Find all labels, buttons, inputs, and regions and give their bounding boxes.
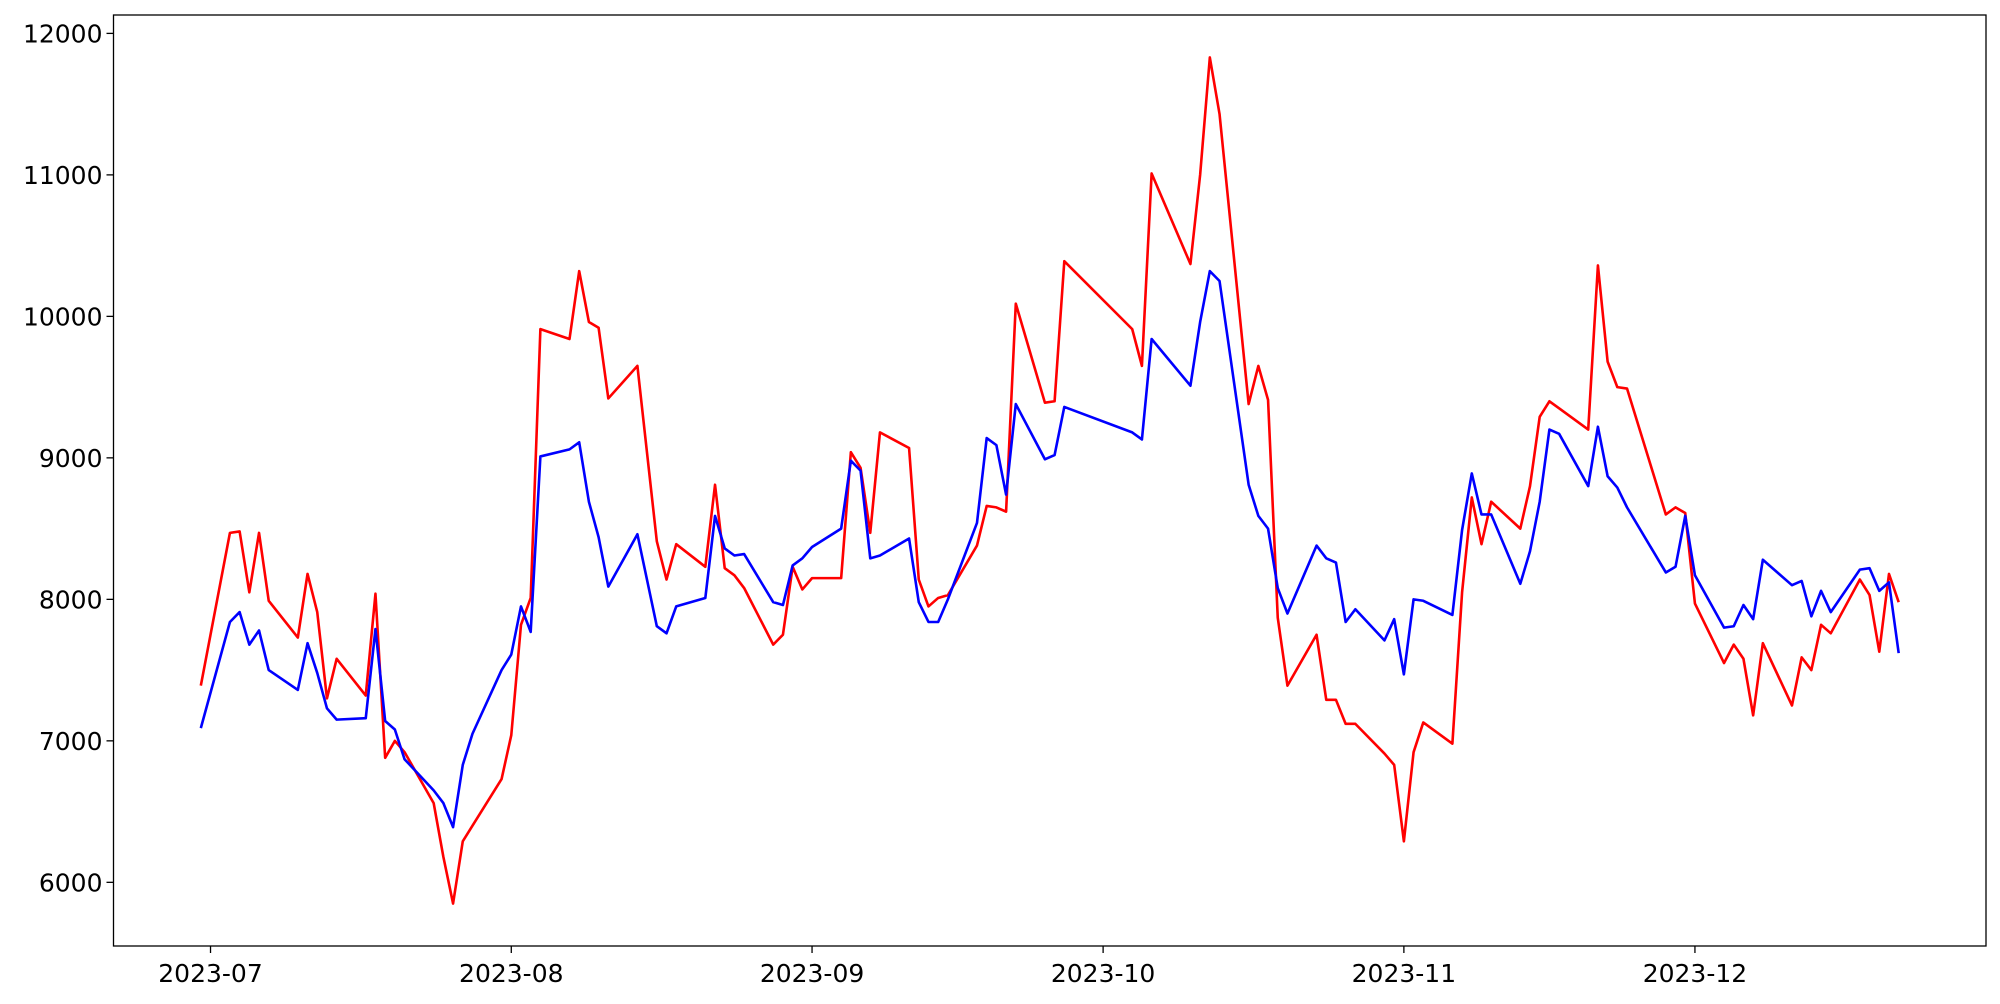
line-series	[199, 269, 1900, 829]
y-tick-label: 6000	[39, 868, 103, 897]
line-series	[199, 56, 1900, 905]
x-tick-label: 2023-12	[1643, 959, 1747, 988]
y-tick-label: 12000	[23, 19, 103, 48]
x-tick-label: 2023-11	[1352, 959, 1456, 988]
x-tick-label: 2023-08	[459, 959, 563, 988]
x-tick-label: 2023-10	[1051, 959, 1155, 988]
x-tick-label: 2023-07	[158, 959, 262, 988]
plot-frame	[112, 14, 1987, 947]
y-tick-label: 10000	[23, 302, 103, 331]
y-tick-label: 9000	[39, 444, 103, 473]
y-tick-label: 11000	[23, 161, 103, 190]
x-tick-label: 2023-09	[760, 959, 864, 988]
y-tick-label: 7000	[39, 727, 103, 756]
y-tick-label: 8000	[39, 585, 103, 614]
